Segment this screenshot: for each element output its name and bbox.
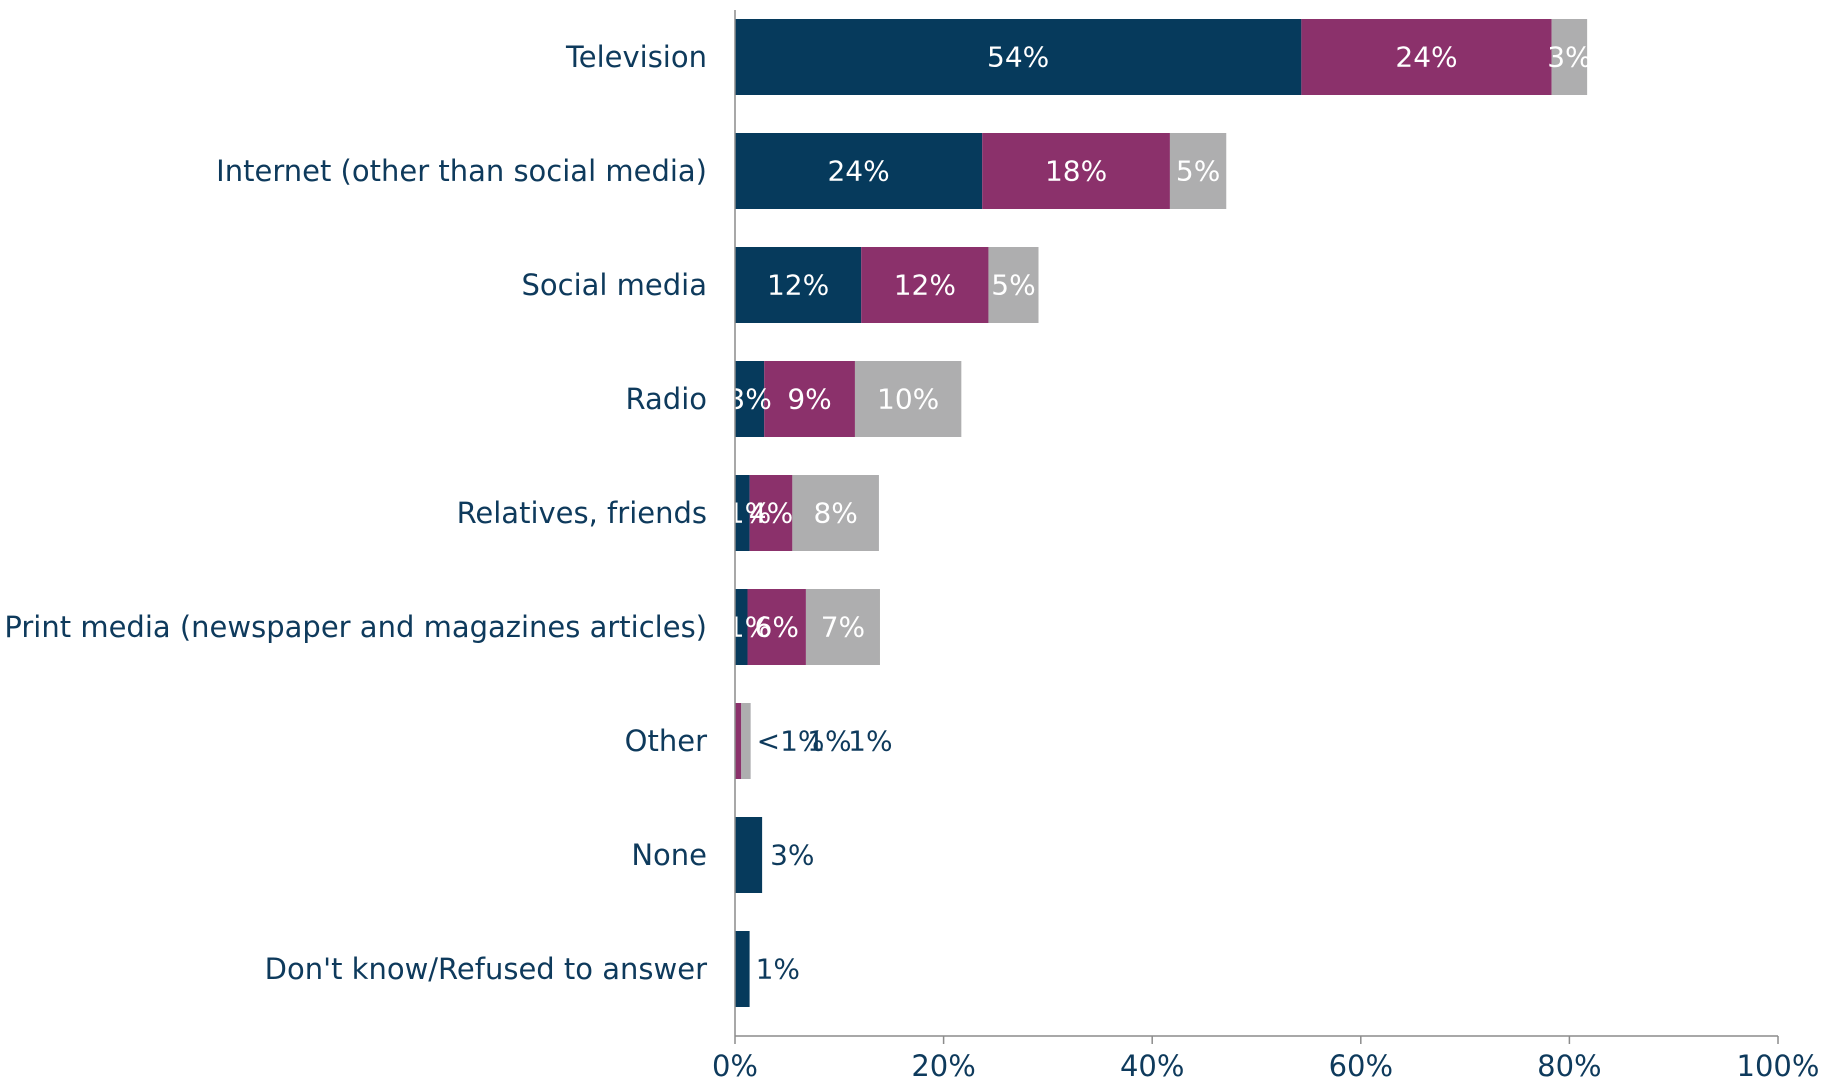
category-label-print-media-newspaper-and-magazines-articles: Print media (newspaper and magazines art…	[4, 610, 707, 644]
category-label-other: Other	[625, 724, 707, 758]
bar-segment-other-series-3	[741, 703, 750, 779]
data-label-social-media-series-2: 12%	[894, 269, 956, 302]
x-tick-label-100: 100%	[1737, 1049, 1820, 1083]
data-label-internet-other-than-social-media-series-2: 18%	[1045, 155, 1107, 188]
bar-segment-other-series-2	[735, 703, 741, 779]
data-label-television-series-2: 24%	[1395, 41, 1457, 74]
data-label-social-media-series-3: 5%	[991, 269, 1035, 302]
x-tick-label-60: 60%	[1329, 1049, 1393, 1083]
data-label-print-media-newspaper-and-magazines-articles-series-3: 7%	[821, 611, 865, 644]
data-label-television-series-3: 3%	[1547, 41, 1591, 74]
category-label-radio: Radio	[626, 382, 708, 416]
data-label-internet-other-than-social-media-series-1: 24%	[827, 155, 889, 188]
data-label-radio-series-1: 3%	[727, 383, 771, 416]
category-label-social-media: Social media	[521, 268, 707, 302]
data-label-television-series-1: 54%	[987, 41, 1049, 74]
data-label-radio-series-3: 10%	[877, 383, 939, 416]
data-label-don-t-know-refused-to-answer-series-1: 1%	[756, 953, 800, 986]
category-label-relatives-friends: Relatives, friends	[457, 496, 707, 530]
data-label-other-series-3: 1%	[807, 725, 851, 758]
data-label-social-media-series-1: 12%	[767, 269, 829, 302]
data-label-none-series-1: 3%	[770, 839, 814, 872]
category-label-don-t-know-refused-to-answer: Don't know/Refused to answer	[265, 952, 707, 986]
data-label-internet-other-than-social-media-series-3: 5%	[1176, 155, 1220, 188]
x-tick-label-0: 0%	[712, 1049, 758, 1083]
x-tick-label-20: 20%	[911, 1049, 975, 1083]
category-label-internet-other-than-social-media: Internet (other than social media)	[216, 154, 707, 188]
data-label-radio-series-2: 9%	[787, 383, 831, 416]
data-label-relatives-friends-series-2: 4%	[749, 497, 793, 530]
bar-segment-none-series-1	[735, 817, 762, 893]
data-label-relatives-friends-series-3: 8%	[813, 497, 857, 530]
x-tick-label-40: 40%	[1120, 1049, 1184, 1083]
data-label-other-total: 1%	[848, 725, 892, 758]
category-label-none: None	[631, 838, 707, 872]
x-tick-label-80: 80%	[1537, 1049, 1601, 1083]
data-label-print-media-newspaper-and-magazines-articles-series-2: 6%	[755, 611, 799, 644]
bar-segment-don-t-know-refused-to-answer-series-1	[735, 931, 750, 1007]
category-label-television: Television	[565, 40, 707, 74]
